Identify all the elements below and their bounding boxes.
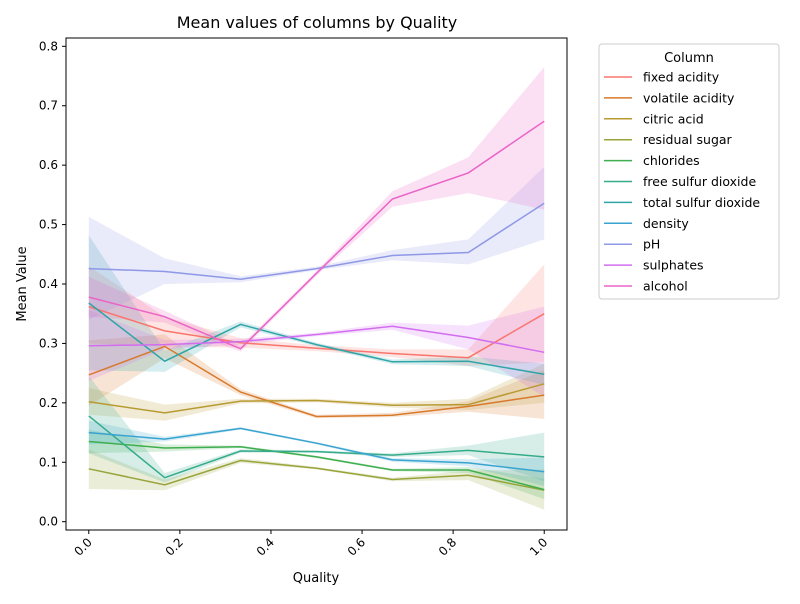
y-tick-label: 0.4 [39,277,58,291]
legend-label: free sulfur dioxide [643,174,756,189]
line-series-7 [88,427,545,473]
band-series-0 [88,264,545,366]
y-tick-label: 0.1 [39,455,58,469]
y-tick-label: 0.6 [39,158,58,172]
legend-label: volatile acidity [643,90,735,105]
x-axis: 0.0 0.2 0.4 0.6 0.8 1.0 [71,530,550,559]
y-tick-label: 0.7 [39,99,58,113]
line-series-1 [88,345,545,418]
legend-label: residual sugar [643,132,733,147]
band-series-10 [88,67,545,352]
y-tick-label: 0.0 [39,515,58,529]
band-series-5 [88,376,545,483]
line-series-5 [88,415,545,479]
x-tick-label: 0.0 [71,535,94,558]
line-series-8 [88,202,545,280]
legend-label: citric acid [643,111,704,126]
x-tick-label: 0.6 [345,535,368,558]
line-series-9 [88,325,545,354]
legend-label: density [643,216,689,231]
series-lines [88,120,545,491]
line-series-3 [88,459,545,491]
band-series-9 [88,306,545,397]
x-tick-label: 0.2 [163,535,186,558]
legend-label: fixed acidity [643,70,720,85]
line-series-2 [88,383,545,414]
chart-title: Mean values of columns by Quality [177,13,458,32]
legend: Column fixed acidity volatile acidity citr… [598,43,780,300]
legend-label: chlorides [643,153,700,168]
line-series-4 [88,440,545,491]
x-tick-label: 0.8 [436,535,459,558]
y-tick-label: 0.8 [39,39,58,53]
y-tick-label: 0.5 [39,218,58,232]
legend-box [598,43,780,300]
legend-label: alcohol [643,279,688,294]
line-series-10 [88,120,545,350]
y-tick-label: 0.3 [39,336,58,350]
x-tick-label: 0.4 [254,535,277,558]
band-series-6 [88,235,545,385]
line-series-0 [88,305,545,359]
legend-label: total sulfur dioxide [643,195,760,210]
y-tick-label: 0.2 [39,396,58,410]
legend-label: sulphates [643,258,704,273]
legend-label: pH [643,237,660,252]
y-axis: 0.0 0.1 0.2 0.3 0.4 0.5 0.6 0.7 0.8 [39,39,66,529]
legend-title: Column [664,51,714,66]
line-series-6 [88,302,545,376]
band-series-8 [88,166,545,320]
y-axis-label: Mean Value [15,246,30,321]
band-series-1 [88,334,545,419]
x-tick-label: 1.0 [527,535,550,558]
x-axis-label: Quality [293,571,340,586]
